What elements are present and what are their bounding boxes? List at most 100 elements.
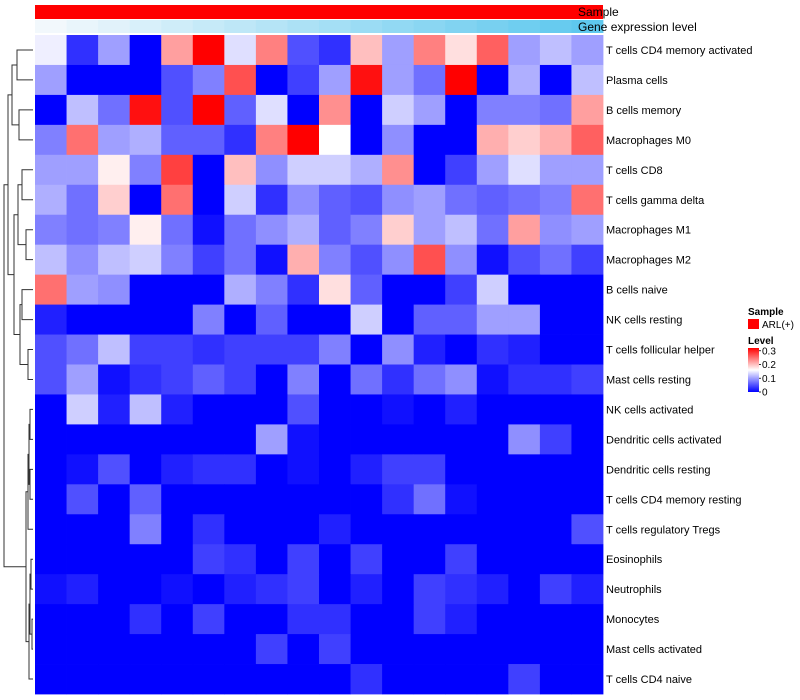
row-label: Mast cells resting — [606, 374, 691, 386]
row-label: T cells gamma delta — [606, 195, 705, 207]
heatmap-cell — [476, 64, 509, 96]
heatmap-cell — [35, 334, 67, 365]
legend-tick-label: 0.3 — [762, 346, 776, 357]
heatmap-cell — [224, 154, 257, 186]
heatmap-cell — [571, 424, 604, 455]
heatmap-cell — [129, 94, 162, 126]
heatmap-cell — [98, 574, 131, 605]
heatmap-cell — [539, 604, 572, 635]
heatmap-cell — [161, 394, 194, 425]
heatmap-cell — [571, 214, 604, 246]
heatmap-cell — [413, 574, 446, 605]
heatmap-cell — [192, 274, 225, 305]
heatmap-cell — [539, 94, 572, 126]
sample-bar-fill — [35, 5, 603, 19]
heatmap-cell — [539, 574, 572, 605]
heatmap-cell — [255, 424, 288, 455]
heatmap-cell — [192, 304, 225, 335]
dendrogram-branch — [25, 229, 33, 261]
heatmap-cell — [287, 334, 320, 365]
heatmap-cell — [350, 35, 383, 66]
row-label: NK cells activated — [606, 404, 693, 416]
heatmap-cell — [98, 364, 131, 395]
heatmap-cell — [476, 154, 509, 186]
heatmap-cell — [413, 514, 446, 545]
heatmap-cell — [571, 184, 604, 216]
heatmap-cell — [66, 154, 99, 186]
heatmap-cell — [287, 244, 320, 276]
heatmap-cell — [476, 454, 509, 485]
heatmap-cell — [350, 124, 383, 156]
heatmap-cell — [287, 274, 320, 305]
heatmap-cell — [508, 424, 541, 455]
gene-bar-cell — [571, 20, 604, 33]
heatmap-cell — [539, 664, 572, 695]
heatmap-cell — [539, 304, 572, 335]
heatmap-cell — [476, 334, 509, 365]
heatmap-cell — [539, 544, 572, 575]
heatmap-cell — [255, 604, 288, 635]
heatmap-cell — [224, 274, 257, 305]
heatmap-cell — [476, 364, 509, 395]
heatmap-cell — [445, 334, 478, 365]
heatmap-cell — [66, 424, 99, 455]
heatmap-cell — [224, 94, 257, 126]
heatmap-cell — [98, 604, 131, 635]
heatmap-cell — [35, 244, 67, 276]
heatmap-cell — [571, 394, 604, 425]
heatmap-cell — [350, 544, 383, 575]
heatmap-cell — [66, 574, 99, 605]
heatmap-cell — [129, 35, 162, 66]
row-label: T cells CD4 naive — [606, 674, 692, 686]
heatmap-cell — [508, 664, 541, 695]
dendrogram-branch — [21, 169, 33, 201]
dendrogram-branch — [21, 289, 33, 321]
heatmap-cell — [413, 604, 446, 635]
heatmap-cell — [476, 184, 509, 216]
heatmap-cell — [255, 214, 288, 246]
heatmap-cell — [287, 154, 320, 186]
heatmap-cell — [287, 94, 320, 126]
heatmap-cell — [255, 334, 288, 365]
heatmap-cell — [224, 604, 257, 635]
heatmap-cell — [35, 124, 67, 156]
heatmap-cell — [445, 214, 478, 246]
legend-tick-label: 0.2 — [762, 360, 776, 371]
heatmap-cell — [445, 244, 478, 276]
heatmap-cell — [255, 664, 288, 695]
heatmap-cell — [35, 544, 67, 575]
heatmap-cell — [98, 304, 131, 335]
heatmap-cell — [319, 124, 351, 156]
heatmap-cell — [508, 244, 541, 276]
heatmap-cell — [539, 334, 572, 365]
heatmap-cell — [319, 244, 351, 276]
heatmap-cell — [350, 454, 383, 485]
heatmap-cell — [129, 184, 162, 216]
heatmap-cell — [382, 604, 415, 635]
sample-annotation-bar — [35, 5, 603, 19]
heatmap-cell — [98, 64, 131, 96]
heatmap-cell — [445, 364, 478, 395]
heatmap-cell — [445, 454, 478, 485]
heatmap-cell — [98, 124, 131, 156]
heatmap-cell — [382, 634, 415, 665]
heatmap-cell — [508, 274, 541, 305]
heatmap-cell — [539, 35, 572, 66]
heatmap-cell — [319, 634, 351, 665]
heatmap-cell — [508, 124, 541, 156]
heatmap-cell — [66, 604, 99, 635]
heatmap-cell — [129, 424, 162, 455]
heatmap-cell — [445, 184, 478, 216]
heatmap-cell — [66, 244, 99, 276]
heatmap-cell — [287, 544, 320, 575]
heatmap-cell — [255, 154, 288, 186]
gene-bar-cell — [98, 20, 131, 33]
heatmap-cell — [35, 304, 67, 335]
heatmap-cell — [445, 94, 478, 126]
heatmap-cell — [161, 274, 194, 305]
legend-level-title: Level — [748, 336, 774, 347]
heatmap-cell — [98, 334, 131, 365]
heatmap-cell — [445, 304, 478, 335]
heatmap-cell — [287, 124, 320, 156]
heatmap-cell — [571, 484, 604, 515]
